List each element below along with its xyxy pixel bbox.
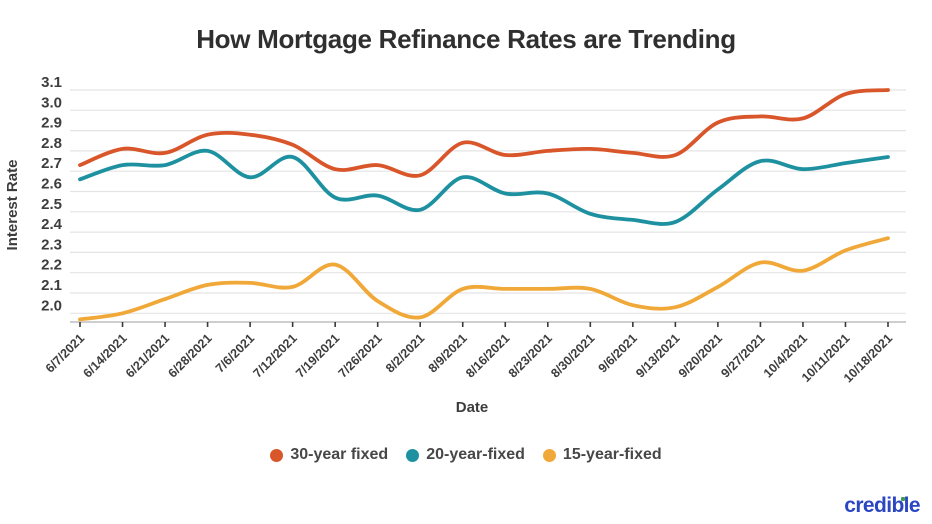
y-axis-tick-label: 2.3	[41, 236, 62, 253]
series-line-30-year-fixed	[78, 88, 890, 178]
legend-item-30-year-fixed: 30-year fixed	[270, 446, 388, 464]
x-axis-tick-label: 7/26/2021	[336, 331, 385, 380]
x-axis-tick-label: 9/27/2021	[718, 331, 767, 380]
legend-label: 20-year-fixed	[426, 446, 525, 463]
legend-label: 30-year fixed	[290, 446, 389, 463]
x-axis-tick-label: 9/13/2021	[633, 331, 682, 380]
chart-title: How Mortgage Refinance Rates are Trendin…	[196, 24, 736, 54]
chart-legend: 30-year fixed 20-year-fixed 15-year-fixed	[0, 446, 932, 464]
legend-label: 15-year-fixed	[562, 446, 662, 463]
legend-item-15-year-fixed: 15-year-fixed	[542, 446, 662, 464]
x-axis-tick-label: 8/16/2021	[463, 331, 512, 380]
y-axis-tick-label: 2.0	[41, 297, 62, 314]
legend-item-20-year-fixed: 20-year-fixed	[406, 446, 525, 464]
chart-plot-area: 3.1 3.0 2.9 2.8 2.7 2.6 2.5 2.4 2.3 2.2 2.1 2.0 6/7/…	[4, 74, 906, 416]
logo-i-dot	[901, 497, 906, 501]
y-axis-tick-label: 2.6	[41, 176, 62, 193]
x-axis-tick-label: 6/28/2021	[165, 331, 214, 380]
y-axis-tick-label: 3.0	[41, 94, 62, 111]
x-axis-tick-label: 7/19/2021	[293, 331, 342, 380]
legend-dot-icon	[270, 448, 284, 462]
x-axis-tick-label: 7/6/2021	[213, 331, 257, 375]
legend-dot-icon	[406, 448, 420, 462]
x-axis-tick-label: 6/7/2021	[43, 331, 87, 375]
x-axis-tick-label: 6/14/2021	[80, 331, 129, 380]
x-axis-tick-label: 6/21/2021	[123, 331, 172, 380]
credible-wordmark: credible	[844, 494, 920, 517]
x-axis-title: Date	[456, 399, 489, 416]
x-axis-tick-label: 8/30/2021	[548, 331, 597, 380]
credible-logo: credible	[844, 494, 920, 518]
series-line-15-year-fixed	[78, 236, 890, 322]
y-axis-tick-label: 2.4	[41, 216, 63, 233]
x-axis-tick-label: 8/9/2021	[426, 331, 470, 375]
x-axis-tick-label: 8/23/2021	[506, 331, 555, 380]
x-axis-tick-label: 8/2/2021	[383, 331, 427, 375]
y-axis-tick-label: 2.8	[41, 135, 62, 152]
y-axis-tick-label: 2.5	[41, 196, 62, 213]
x-axis-tick-label: 9/6/2021	[596, 331, 640, 375]
y-axis-tick-label: 2.9	[41, 115, 62, 132]
legend-dot-icon	[542, 448, 556, 462]
y-axis-tick-label: 3.1	[41, 74, 62, 91]
x-axis-tick-label: 7/12/2021	[251, 331, 300, 380]
y-axis-title: Interest Rate	[4, 160, 21, 251]
y-axis-tick-label: 2.1	[41, 277, 62, 294]
series-line-20-year-fixed	[78, 148, 890, 226]
x-axis-tick-label: 9/20/2021	[676, 331, 725, 380]
y-axis-tick-label: 2.7	[41, 155, 62, 172]
y-axis-tick-label: 2.2	[41, 257, 62, 274]
